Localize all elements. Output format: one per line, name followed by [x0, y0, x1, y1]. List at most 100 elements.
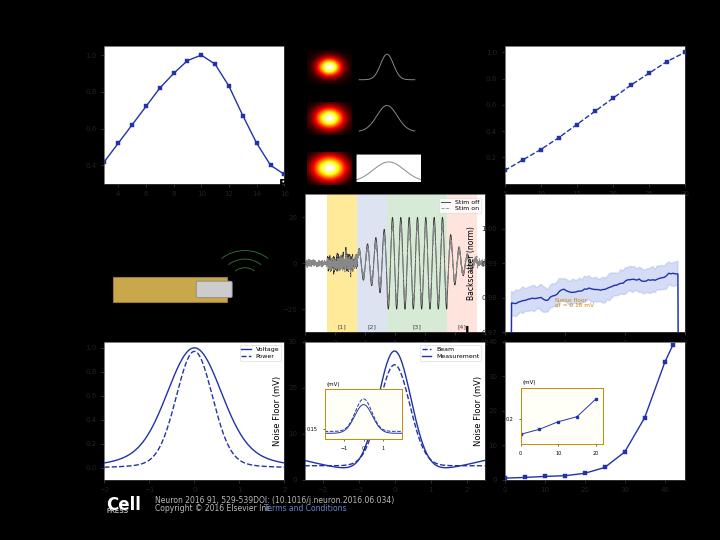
Text: Transistor: Transistor	[114, 241, 142, 246]
Stim off	[475, 260, 484, 266]
X-axis label: Input Voltage (V): Input Voltage (V)	[559, 203, 630, 212]
Text: [1]: [1]	[338, 325, 346, 329]
Bar	[387, 194, 447, 332]
Stim on	[310, 259, 318, 266]
Text: I: I	[465, 325, 469, 338]
Text: (mm): (mm)	[411, 183, 425, 188]
Text: [4]: [4]	[458, 325, 467, 329]
Beam	[390, 362, 398, 368]
Measurement	[349, 462, 358, 468]
Stim on	[383, 287, 392, 293]
Beam	[333, 462, 342, 469]
Power	[214, 414, 222, 421]
Power	[100, 464, 109, 470]
Text: F: F	[465, 178, 474, 191]
FancyBboxPatch shape	[196, 281, 233, 298]
Power	[122, 463, 130, 469]
Text: (mV): (mV)	[522, 380, 536, 386]
Stim on	[480, 260, 489, 267]
Stim off	[480, 260, 489, 266]
X-axis label: Time (μsec): Time (μsec)	[370, 352, 419, 360]
Line: Stim on: Stim on	[305, 224, 485, 302]
Voltage	[231, 422, 240, 429]
Stim on	[475, 262, 484, 268]
Power	[190, 348, 199, 355]
Beam	[307, 462, 316, 469]
Voltage	[214, 381, 222, 387]
X-axis label: Misalignment (mm): Misalignment (mm)	[354, 499, 436, 508]
Measurement	[333, 464, 342, 471]
Measurement	[467, 460, 475, 467]
Measurement	[311, 460, 320, 466]
Text: Polymer
Encapsulation: Polymer Encapsulation	[134, 215, 176, 226]
Y-axis label: Backscatter Voltage (mV): Backscatter Voltage (mV)	[268, 214, 276, 312]
Line: Beam: Beam	[305, 365, 485, 465]
Text: Cell: Cell	[107, 496, 141, 514]
Text: Recording
Electrodes: Recording Electrodes	[114, 306, 145, 316]
Y-axis label: Noise Floor (mV): Noise Floor (mV)	[474, 376, 482, 446]
Text: G: G	[72, 325, 82, 338]
Legend: Beam, Measurement: Beam, Measurement	[420, 345, 482, 361]
Legend: Voltage, Power: Voltage, Power	[240, 345, 282, 361]
Stim off	[442, 305, 451, 312]
Bar	[327, 194, 357, 332]
Beam	[348, 460, 357, 467]
Stim on	[417, 299, 426, 306]
Y-axis label: Backscatter (norm): Backscatter (norm)	[467, 226, 476, 300]
Text: Copyright © 2016 Elsevier Inc.: Copyright © 2016 Elsevier Inc.	[155, 504, 273, 514]
Y-axis label: Noise Floor (mV): Noise Floor (mV)	[274, 376, 282, 446]
Text: [3]: [3]	[413, 325, 421, 329]
Polygon shape	[114, 277, 227, 302]
Beam	[472, 462, 481, 469]
X-axis label: Angular Misalignment (°): Angular Misalignment (°)	[542, 499, 647, 508]
Measurement	[300, 457, 309, 464]
X-axis label: Input Voltage (mV): Input Voltage (mV)	[555, 352, 634, 360]
Text: [2]: [2]	[368, 325, 377, 329]
Text: Near-field: Near-field	[384, 45, 418, 51]
Beam	[311, 462, 320, 469]
Measurement	[307, 459, 316, 465]
Voltage	[280, 460, 289, 466]
Text: (mV): (mV)	[326, 382, 340, 387]
Stim on	[388, 226, 397, 232]
Text: D: D	[90, 178, 100, 191]
Voltage	[100, 460, 109, 466]
Measurement	[473, 459, 482, 465]
Beam	[466, 462, 474, 469]
Bar	[357, 194, 387, 332]
Voltage	[171, 369, 180, 375]
Voltage	[230, 421, 239, 427]
Stim off	[413, 214, 422, 221]
Text: Neuron 2016 91, 529-539DOI: (10.1016/j.neuron.2016.06.034): Neuron 2016 91, 529-539DOI: (10.1016/j.n…	[155, 496, 394, 505]
X-axis label: X (mm): X (mm)	[179, 499, 210, 508]
Beam	[480, 462, 489, 469]
Text: PRESS: PRESS	[107, 508, 129, 514]
Stim on	[397, 221, 405, 227]
Text: Terms and Conditions: Terms and Conditions	[264, 504, 347, 514]
Beam	[300, 462, 309, 469]
Text: Ultrasound
wavefront: Ultrasound wavefront	[200, 205, 232, 216]
Y-axis label: Derated Pressure (norm): Derated Pressure (norm)	[472, 68, 480, 162]
Text: Far-field: Far-field	[341, 146, 368, 152]
Y-axis label: norm (a.u.): norm (a.u.)	[71, 389, 80, 432]
Line: Voltage: Voltage	[104, 348, 284, 463]
Stim off	[442, 306, 451, 312]
Stim off	[300, 260, 309, 266]
Measurement	[480, 457, 489, 464]
Stim off	[310, 260, 318, 266]
Text: Figure 3: Figure 3	[324, 23, 396, 41]
Power	[280, 464, 289, 470]
Text: H: H	[278, 325, 288, 338]
Power	[231, 454, 240, 460]
Power	[171, 396, 180, 402]
Stim on	[442, 295, 451, 302]
X-axis label: Z (mm): Z (mm)	[179, 203, 210, 212]
Measurement	[390, 348, 398, 354]
Text: A: A	[72, 29, 81, 42]
Stim off	[388, 216, 397, 222]
Line: Stim off: Stim off	[305, 218, 485, 309]
Line: Measurement: Measurement	[305, 351, 485, 468]
Power	[158, 437, 167, 443]
Measurement	[339, 464, 348, 471]
Voltage	[190, 345, 199, 351]
